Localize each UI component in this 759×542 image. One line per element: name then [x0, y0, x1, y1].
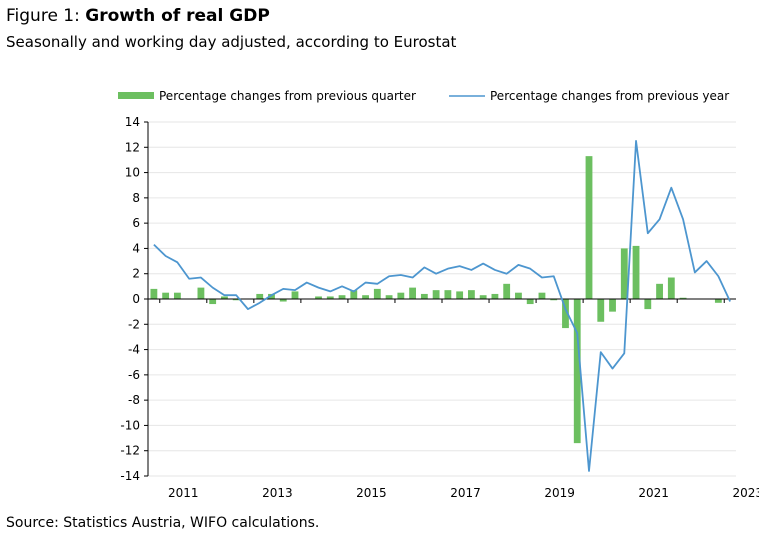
x-tick-label: 2023: [732, 486, 759, 500]
bar-qoq: [232, 299, 240, 301]
bar-qoq: [420, 293, 428, 299]
y-tick-label: -12: [120, 444, 140, 458]
y-tick-label: 0: [132, 292, 140, 306]
y-tick-label: 8: [132, 191, 140, 205]
bar-qoq: [338, 295, 346, 299]
bar-qoq: [467, 290, 475, 299]
bar-qoq: [538, 292, 546, 299]
bar-qoq: [197, 287, 205, 299]
bar-qoq: [656, 283, 663, 299]
bar-qoq: [573, 299, 581, 444]
y-tick-label: 12: [125, 140, 140, 154]
bar-qoq: [714, 299, 722, 303]
bar-qoq: [585, 156, 593, 299]
y-tick-label: -6: [128, 368, 140, 382]
legend: Percentage changes from previous quarter…: [118, 89, 729, 103]
legend-line-label: Percentage changes from previous year: [490, 89, 729, 103]
bar-qoq: [268, 293, 275, 299]
bar-qoq: [326, 296, 334, 299]
bar-qoq: [620, 248, 628, 299]
plot-area: 14 12 10 8 6 4 2 0 -2 -4 -6 -8 -10 -12 -14 2011 2013 2015…: [120, 115, 759, 500]
x-tick-label: 2019: [544, 486, 575, 500]
bar-qoq: [479, 295, 487, 299]
bar-qoq: [632, 245, 640, 299]
bar-qoq: [644, 299, 652, 310]
bar-qoq: [150, 288, 158, 299]
bar-qoq: [209, 299, 217, 305]
chart-title: Figure 1: Growth of real GDP: [6, 6, 270, 26]
bar-qoq: [503, 283, 511, 299]
bar-qoq: [550, 299, 558, 301]
x-tick-label: 2021: [638, 486, 669, 500]
legend-bar-label: Percentage changes from previous quarter: [159, 89, 416, 103]
x-tick-label: 2015: [356, 486, 387, 500]
bar-qoq: [409, 287, 417, 299]
y-tick-label: -2: [128, 317, 140, 331]
x-tick-label: 2013: [262, 486, 293, 500]
bar-qoq: [373, 288, 381, 299]
y-tick-label: 10: [125, 166, 140, 180]
bar-qoq: [609, 299, 616, 312]
bar-qoq: [597, 299, 605, 322]
bar-qoq: [456, 291, 464, 299]
bar-qoq: [667, 277, 675, 299]
bar-qoq: [562, 299, 569, 329]
y-tick-label: 14: [125, 115, 140, 129]
bar-qoq: [444, 290, 452, 299]
y-tick-label: -8: [128, 393, 140, 407]
figure-title: Growth of real GDP: [85, 6, 270, 26]
bar-qoq: [491, 293, 499, 299]
bar-qoq: [385, 295, 393, 299]
chart-subtitle: Seasonally and working day adjusted, acc…: [6, 33, 457, 51]
y-tick-label: 2: [132, 267, 140, 281]
figure-label: Figure 1:: [6, 6, 86, 26]
bar-qoq: [162, 292, 170, 299]
bar-qoq: [432, 290, 440, 299]
y-tick-label: 6: [132, 216, 140, 230]
x-tick-label: 2011: [168, 486, 199, 500]
y-tick-label: -14: [120, 469, 140, 483]
bar-qoq: [397, 292, 405, 299]
bar-qoq: [291, 291, 299, 299]
bar-qoq: [526, 299, 534, 305]
line-yoy: [153, 140, 731, 472]
bar-qoq: [173, 292, 181, 299]
bar-qoq: [315, 296, 322, 299]
bar-qoq: [221, 296, 228, 299]
bar-qoq: [256, 293, 264, 299]
bar-qoq: [515, 292, 522, 299]
y-tick-label: 4: [132, 241, 140, 255]
source-note: Source: Statistics Austria, WIFO calcula…: [6, 515, 320, 531]
bar-qoq: [362, 295, 369, 299]
y-tick-label: -10: [120, 418, 140, 432]
y-tick-label: -4: [128, 343, 140, 357]
x-tick-label: 2017: [450, 486, 481, 500]
bar-qoq: [679, 297, 687, 299]
legend-bar-swatch: [118, 92, 154, 99]
bar-qoq: [350, 290, 358, 299]
bar-qoq: [279, 299, 287, 302]
